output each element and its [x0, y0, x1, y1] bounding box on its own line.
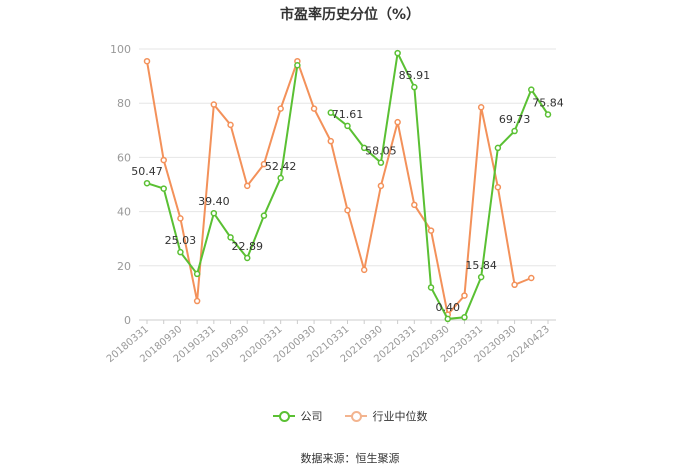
legend-swatch-industry [344, 410, 367, 422]
data-point [377, 159, 385, 166]
series-line [146, 58, 532, 317]
series-line [146, 65, 299, 277]
data-point [427, 284, 435, 291]
data-point [260, 212, 268, 219]
data-point [494, 144, 502, 152]
data-point [327, 137, 335, 145]
data-point [511, 127, 518, 135]
data-point [461, 314, 468, 321]
data-label: 52.42 [265, 160, 297, 173]
data-point [244, 254, 251, 262]
legend-swatch-company [272, 410, 295, 422]
data-point [344, 206, 351, 214]
data-source: 数据来源：恒生聚源 [300, 452, 400, 465]
y-tick-label: 0 [124, 314, 131, 327]
data-point [177, 248, 184, 256]
legend-item-company[interactable]: 公司 [272, 408, 323, 424]
data-point [494, 183, 502, 191]
data-point [143, 57, 151, 65]
chart-title: 市盈率历史分位（%） [279, 7, 421, 23]
data-point [177, 215, 184, 222]
data-point [294, 62, 301, 69]
series-line [330, 49, 549, 320]
data-point [544, 111, 552, 118]
legend-item-industry[interactable]: 行业中位数 [344, 408, 428, 424]
data-point [360, 144, 368, 152]
data-point [528, 86, 535, 93]
legend-label-company: 公司 [300, 410, 323, 423]
data-label: 85.91 [399, 69, 431, 82]
data-point [511, 281, 518, 289]
data-label: 69.73 [499, 113, 531, 126]
data-point [528, 274, 535, 282]
y-axis: 0 20 40 60 80 100 [110, 43, 131, 327]
data-point [411, 83, 418, 91]
data-point [193, 297, 201, 305]
data-point [327, 109, 335, 116]
data-point [411, 201, 418, 209]
data-point [227, 234, 234, 241]
y-tick-label: 60 [117, 151, 131, 164]
legend-label-industry: 行业中位数 [372, 410, 428, 423]
data-label: 25.03 [165, 234, 197, 247]
data-label: 0.40 [436, 301, 461, 314]
data-label: 75.84 [532, 96, 564, 109]
data-point [394, 118, 401, 126]
data-label: 58.05 [365, 145, 397, 158]
data-point [444, 315, 451, 323]
data-label: 39.40 [198, 195, 230, 208]
data-point [210, 101, 218, 108]
data-label: 71.61 [332, 108, 364, 121]
data-point [477, 273, 485, 281]
data-point [477, 104, 485, 111]
y-tick-label: 40 [117, 206, 131, 219]
data-point [427, 227, 435, 234]
x-axis: 2018033120180930201903312019093020200331… [105, 320, 552, 365]
data-label: 50.47 [131, 165, 163, 178]
data-point [360, 266, 368, 274]
y-tick-label: 80 [117, 97, 131, 110]
data-point [210, 209, 218, 217]
series-industry [143, 57, 535, 318]
data-point [260, 160, 268, 168]
data-point [227, 121, 234, 129]
data-point [160, 156, 167, 164]
series-company [143, 49, 552, 323]
data-labels: 50.47 25.03 39.40 22.89 52.42 71.61 58.05 85.91… [131, 69, 564, 314]
data-label: 22.89 [232, 240, 264, 253]
series-layer [143, 49, 552, 323]
data-point [394, 49, 401, 57]
data-point [244, 182, 251, 190]
data-point [193, 270, 201, 278]
data-point [461, 292, 468, 299]
data-point [160, 185, 167, 192]
data-point [277, 105, 284, 112]
data-point [377, 182, 385, 190]
data-point [277, 174, 284, 182]
data-point [143, 179, 151, 187]
data-point [344, 122, 351, 130]
data-label: 15.84 [465, 259, 497, 272]
data-point [310, 105, 318, 112]
legend: 公司 行业中位数 [0, 408, 700, 424]
y-tick-label: 20 [117, 260, 131, 273]
y-tick-label: 100 [110, 43, 131, 56]
